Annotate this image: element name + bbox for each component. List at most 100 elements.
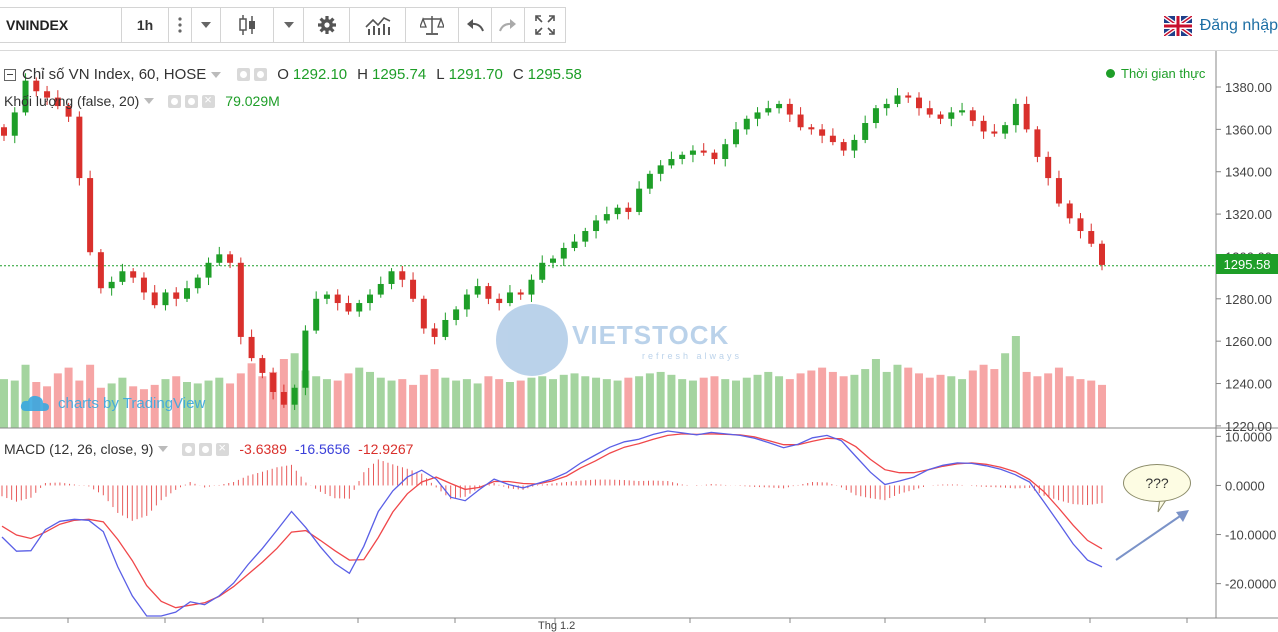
candle-body	[603, 214, 610, 221]
candle-body	[1002, 125, 1009, 134]
candle-body	[872, 108, 879, 124]
volume-bar	[1001, 353, 1010, 428]
visibility-icon[interactable]	[237, 68, 251, 81]
chevron-down-icon[interactable]	[211, 71, 222, 78]
volume-bar	[172, 376, 181, 428]
open-value: 1292.10	[292, 66, 348, 83]
collapse-icon[interactable]	[4, 68, 16, 81]
volume-bar	[581, 376, 590, 428]
volume-value: 79.029M	[225, 93, 280, 109]
volume-bars	[0, 336, 1106, 428]
candles	[1, 73, 1105, 410]
macd-line	[1, 430, 1103, 617]
candle-body	[237, 262, 244, 337]
volume-bar	[861, 369, 870, 428]
volume-bar	[96, 387, 105, 428]
candle-body	[313, 298, 320, 331]
candle-body	[550, 258, 556, 263]
candle-body	[108, 281, 115, 289]
gear-icon[interactable]	[185, 94, 199, 108]
close-icon[interactable]	[216, 440, 230, 456]
candle-body	[184, 288, 190, 299]
interval-button[interactable]: 1h	[121, 7, 169, 43]
redo-icon	[499, 19, 516, 32]
visibility-icon[interactable]	[168, 94, 182, 108]
volume-bar	[150, 384, 159, 428]
volume-bar	[226, 383, 235, 428]
candle-body	[657, 165, 664, 174]
price-tick-label: 1380.00	[1225, 80, 1272, 95]
candle-body	[668, 159, 675, 166]
volume-bar	[333, 380, 342, 428]
volume-bar	[322, 379, 331, 428]
candle-body	[991, 131, 998, 134]
interval-label: 1h	[136, 17, 154, 33]
candle-body	[205, 262, 212, 278]
login-label: Đăng nhập	[1199, 17, 1278, 34]
volume-bar	[915, 373, 923, 428]
indicators-button[interactable]	[349, 7, 406, 43]
series-title: Chỉ số VN Index, 60, HOSE	[22, 66, 207, 83]
candle-body	[54, 97, 61, 107]
chevron-down-icon[interactable]	[158, 446, 169, 452]
macd-tick-label: -20.0000	[1225, 577, 1276, 592]
main-legend: Chỉ số VN Index, 60, HOSE O 1292.10 H 1295…	[4, 66, 582, 83]
candle-body	[593, 220, 600, 232]
volume-bar	[0, 379, 8, 428]
close-icon[interactable]	[202, 92, 216, 108]
gear-icon[interactable]	[254, 68, 268, 81]
high-label: H	[357, 66, 368, 83]
undo-button[interactable]	[458, 7, 492, 43]
candle-body	[44, 91, 51, 98]
volume-bar	[269, 371, 278, 428]
gear-icon[interactable]	[199, 442, 213, 456]
candle-body	[367, 294, 373, 304]
volume-bar	[624, 377, 633, 428]
chart-type-dropdown-button[interactable]	[273, 7, 304, 43]
volume-bar	[247, 363, 256, 428]
volume-bar	[538, 376, 547, 428]
candle-body	[883, 103, 890, 109]
candle-body	[259, 358, 266, 373]
login-link[interactable]: Đăng nhập	[1163, 12, 1278, 40]
fullscreen-button[interactable]	[524, 7, 566, 43]
compare-button[interactable]	[405, 7, 459, 43]
volume-bar	[645, 373, 654, 428]
chevron-down-icon[interactable]	[144, 98, 155, 104]
candle-body	[1077, 218, 1084, 232]
macd-tick-label: 10.0000	[1225, 429, 1272, 444]
candle-body	[969, 110, 976, 121]
tradingview-link[interactable]: charts by TradingView	[20, 393, 205, 413]
high-value: 1295.74	[372, 66, 427, 83]
candle-body	[87, 178, 94, 253]
candle-body	[1055, 178, 1062, 204]
volume-bar	[118, 377, 127, 428]
candle-body	[905, 95, 912, 98]
candle-body	[33, 80, 40, 92]
volume-bar	[990, 369, 999, 428]
interval-dropdown-button[interactable]	[191, 7, 221, 43]
candle-body	[302, 330, 309, 388]
price-tick-label: 1280.00	[1225, 292, 1272, 307]
more-vertical-icon[interactable]	[168, 7, 192, 43]
volume-bar	[527, 377, 536, 428]
candle-body	[700, 150, 707, 153]
macd-line-value: -16.5656	[294, 441, 351, 457]
visibility-icon[interactable]	[182, 442, 196, 456]
price-axis: 1380.001360.001340.001320.001300.001280.…	[0, 51, 1278, 623]
volume-bar	[344, 373, 353, 428]
gear-icon	[317, 16, 336, 34]
indicators-icon	[364, 17, 390, 35]
candle-body	[11, 112, 18, 136]
candle-body	[280, 391, 287, 405]
macd-signal-line	[1, 433, 1103, 609]
volume-bar	[452, 380, 461, 428]
volume-bar	[183, 382, 191, 428]
volume-bar	[398, 379, 407, 428]
volume-bar	[376, 377, 385, 428]
macd-signal-value: -12.9267	[358, 441, 414, 457]
volume-bar	[699, 377, 708, 428]
settings-button[interactable]	[303, 7, 350, 43]
volume-bar	[882, 371, 891, 428]
